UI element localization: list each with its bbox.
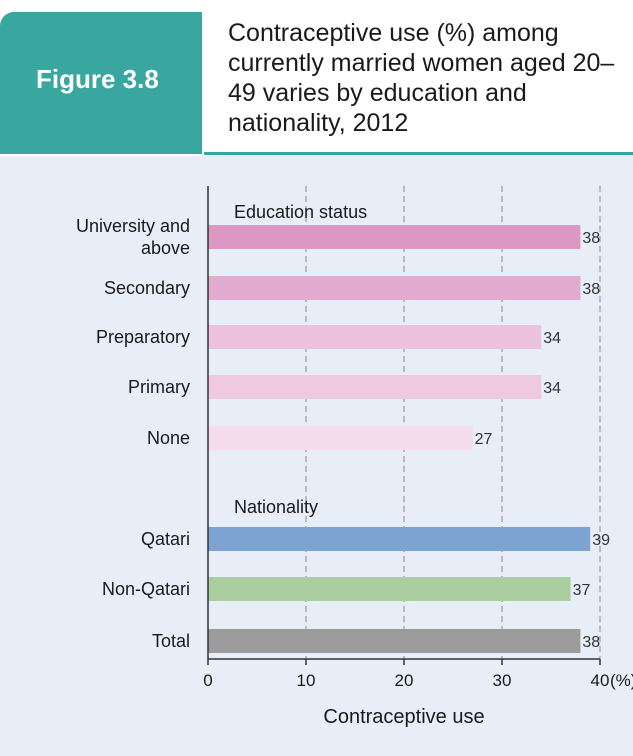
group-label: Education status	[234, 202, 367, 222]
bar	[208, 629, 581, 653]
figure-title-box: Contraceptive use (%) among currently ma…	[204, 12, 633, 154]
header-divider	[204, 152, 633, 155]
category-label: Non-Qatari	[102, 579, 190, 599]
x-tick-label: 40	[591, 671, 610, 690]
group-label: Nationality	[234, 497, 318, 517]
category-label: Primary	[128, 377, 190, 397]
category-label: Secondary	[104, 278, 190, 298]
figure-label: Figure 3.8	[36, 64, 159, 94]
figure-title: Contraceptive use (%) among currently ma…	[228, 19, 615, 137]
category-label: Total	[152, 631, 190, 651]
x-tick-label: 10	[297, 671, 316, 690]
bar	[208, 577, 571, 601]
x-unit-label: (%)	[610, 671, 633, 690]
bar-value-label: 38	[582, 281, 600, 298]
bar-value-label: 39	[592, 532, 610, 549]
bar	[208, 276, 581, 300]
x-tick-label: 20	[395, 671, 414, 690]
chart-panel: Education status 38 University and above 38 S…	[0, 156, 633, 756]
bar-value-label: 37	[573, 582, 591, 599]
figure-header: Figure 3.8 Contraceptive use (%) among c…	[0, 12, 633, 155]
bar-value-label: 38	[582, 634, 600, 651]
category-label: University and	[76, 216, 190, 236]
x-tick-label: 30	[493, 671, 512, 690]
category-label: Qatari	[141, 529, 190, 549]
category-label: None	[147, 428, 190, 448]
bar	[208, 426, 473, 450]
category-label: above	[141, 238, 190, 258]
bar-value-label: 34	[543, 380, 561, 397]
bar	[208, 225, 581, 249]
figure-label-box: Figure 3.8	[0, 12, 202, 154]
bar-value-label: 27	[475, 431, 493, 448]
x-axis-title: Contraceptive use	[323, 706, 484, 728]
bar-value-label: 34	[543, 330, 561, 347]
bar-value-label: 38	[582, 230, 600, 247]
bar	[208, 527, 591, 551]
bar	[208, 375, 542, 399]
bar	[208, 325, 542, 349]
category-label: Preparatory	[96, 327, 190, 347]
x-tick-label: 0	[203, 671, 212, 690]
